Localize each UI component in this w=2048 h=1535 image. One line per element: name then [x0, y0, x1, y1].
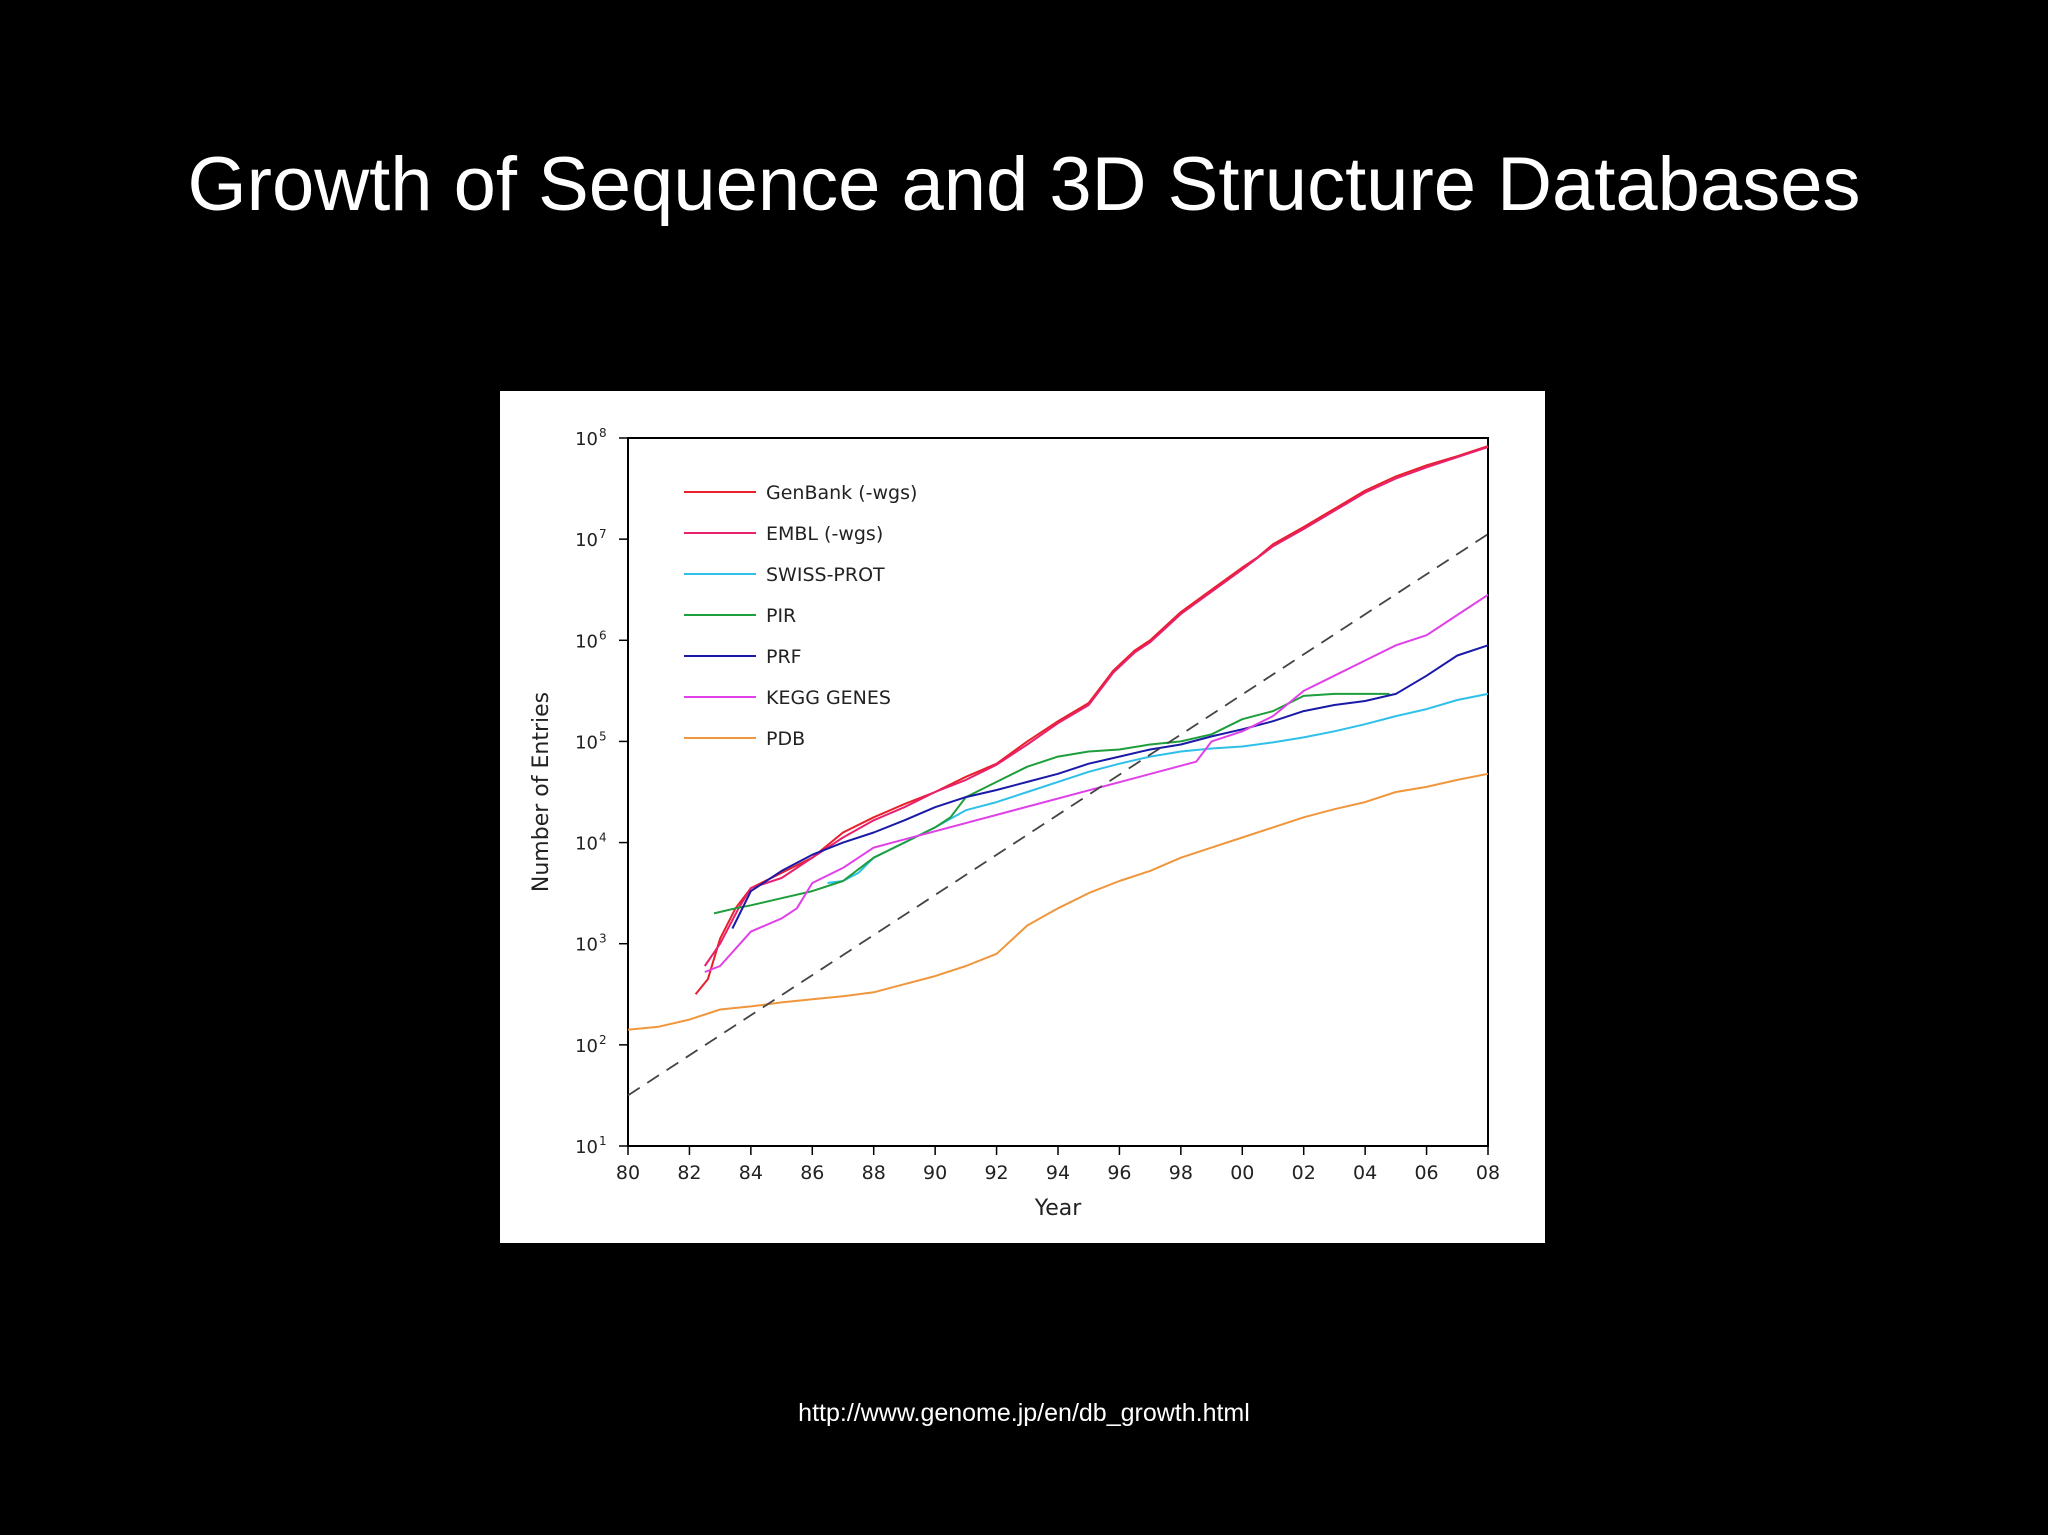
- series-line-trend-dashed: [627, 533, 1489, 1097]
- y-tick-label: 10: [575, 935, 598, 956]
- x-tick-label: 86: [800, 1162, 824, 1184]
- y-tick-exponent: 5: [599, 729, 607, 743]
- legend-label: SWISS-PROT: [766, 564, 885, 586]
- y-tick-label: 10: [575, 834, 598, 855]
- x-tick-label: 80: [616, 1162, 640, 1184]
- x-tick-label: 94: [1046, 1162, 1070, 1184]
- y-tick-exponent: 6: [599, 628, 607, 642]
- y-tick-exponent: 1: [599, 1134, 607, 1148]
- x-tick-label: 08: [1476, 1162, 1500, 1184]
- legend-label: PIR: [766, 605, 796, 627]
- legend-label: GenBank (-wgs): [766, 482, 917, 504]
- y-tick-label: 10: [575, 530, 598, 551]
- x-tick-label: 84: [739, 1162, 763, 1184]
- x-tick-label: 04: [1353, 1162, 1377, 1184]
- x-tick-label: 96: [1107, 1162, 1131, 1184]
- legend-label: PDB: [766, 728, 805, 750]
- series-line-pdb: [627, 772, 1489, 1031]
- x-axis: 80 82 84 86 88 90 92 94 96 98 00 02 04 06 08: [616, 1146, 1500, 1184]
- series-line-genbank-wgs: [694, 445, 1489, 995]
- x-tick-label: 92: [984, 1162, 1008, 1184]
- y-tick-label: 10: [575, 1036, 598, 1057]
- y-tick-label: 10: [575, 631, 598, 652]
- y-axis-label: Number of Entries: [529, 692, 554, 892]
- y-tick-label: 10: [575, 732, 598, 753]
- y-tick-exponent: 4: [599, 831, 607, 845]
- series-line-prf: [731, 644, 1489, 929]
- y-tick-label: 10: [575, 429, 598, 450]
- series-line-embl-wgs: [703, 446, 1489, 967]
- x-tick-label: 06: [1414, 1162, 1438, 1184]
- y-tick-exponent: 8: [599, 426, 607, 440]
- legend-label: KEGG GENES: [766, 687, 891, 709]
- chart-background: [500, 391, 1545, 1243]
- y-tick-exponent: 3: [599, 932, 607, 946]
- legend: GenBank (-wgs) EMBL (-wgs) SWISS-PROT PIR PR…: [684, 482, 917, 750]
- series-lines: [627, 445, 1489, 1097]
- y-tick-exponent: 7: [599, 527, 607, 541]
- series-line-kegg-genes: [704, 593, 1489, 973]
- x-tick-label: 88: [862, 1162, 886, 1184]
- y-tick-exponent: 2: [599, 1033, 607, 1047]
- x-tick-label: 00: [1230, 1162, 1254, 1184]
- legend-label: PRF: [766, 646, 802, 668]
- x-axis-label: Year: [1034, 1196, 1083, 1221]
- x-tick-label: 98: [1169, 1162, 1193, 1184]
- source-url[interactable]: http://www.genome.jp/en/db_growth.html: [798, 1399, 1250, 1427]
- x-tick-label: 90: [923, 1162, 947, 1184]
- legend-label: EMBL (-wgs): [766, 523, 883, 545]
- x-tick-label: 82: [677, 1162, 701, 1184]
- chart-panel: 80 82 84 86 88 90 92 94 96 98 00 02 04 06 08 10 1 10 2 10 3…: [500, 391, 1545, 1243]
- slide-title: Growth of Sequence and 3D Structure Data…: [187, 142, 1861, 227]
- y-tick-label: 10: [575, 1137, 598, 1158]
- series-line-pir: [713, 692, 1390, 915]
- x-tick-label: 02: [1292, 1162, 1316, 1184]
